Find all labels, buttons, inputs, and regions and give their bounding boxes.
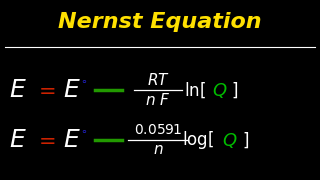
Text: $]$: $]$ <box>231 80 238 100</box>
Text: $=$: $=$ <box>34 130 56 150</box>
Text: Nernst Equation: Nernst Equation <box>58 12 262 32</box>
Text: $RT$: $RT$ <box>147 72 170 88</box>
Text: $n\ F$: $n\ F$ <box>145 92 171 108</box>
Text: $Q$: $Q$ <box>212 80 228 100</box>
Text: $\circ$: $\circ$ <box>80 75 88 85</box>
Text: $E$: $E$ <box>9 78 27 102</box>
Text: $\circ$: $\circ$ <box>80 125 88 135</box>
Text: $]$: $]$ <box>243 130 250 150</box>
Text: $E$: $E$ <box>63 78 81 102</box>
Text: $Q$: $Q$ <box>222 130 238 150</box>
Text: $0.0591$: $0.0591$ <box>134 123 182 137</box>
Text: $\mathrm{log}[$: $\mathrm{log}[$ <box>182 129 214 151</box>
Text: $E$: $E$ <box>9 128 27 152</box>
Text: $n$: $n$ <box>153 143 163 158</box>
Text: $\mathrm{ln}[$: $\mathrm{ln}[$ <box>184 80 206 100</box>
Text: $=$: $=$ <box>34 80 56 100</box>
Text: $E$: $E$ <box>63 128 81 152</box>
